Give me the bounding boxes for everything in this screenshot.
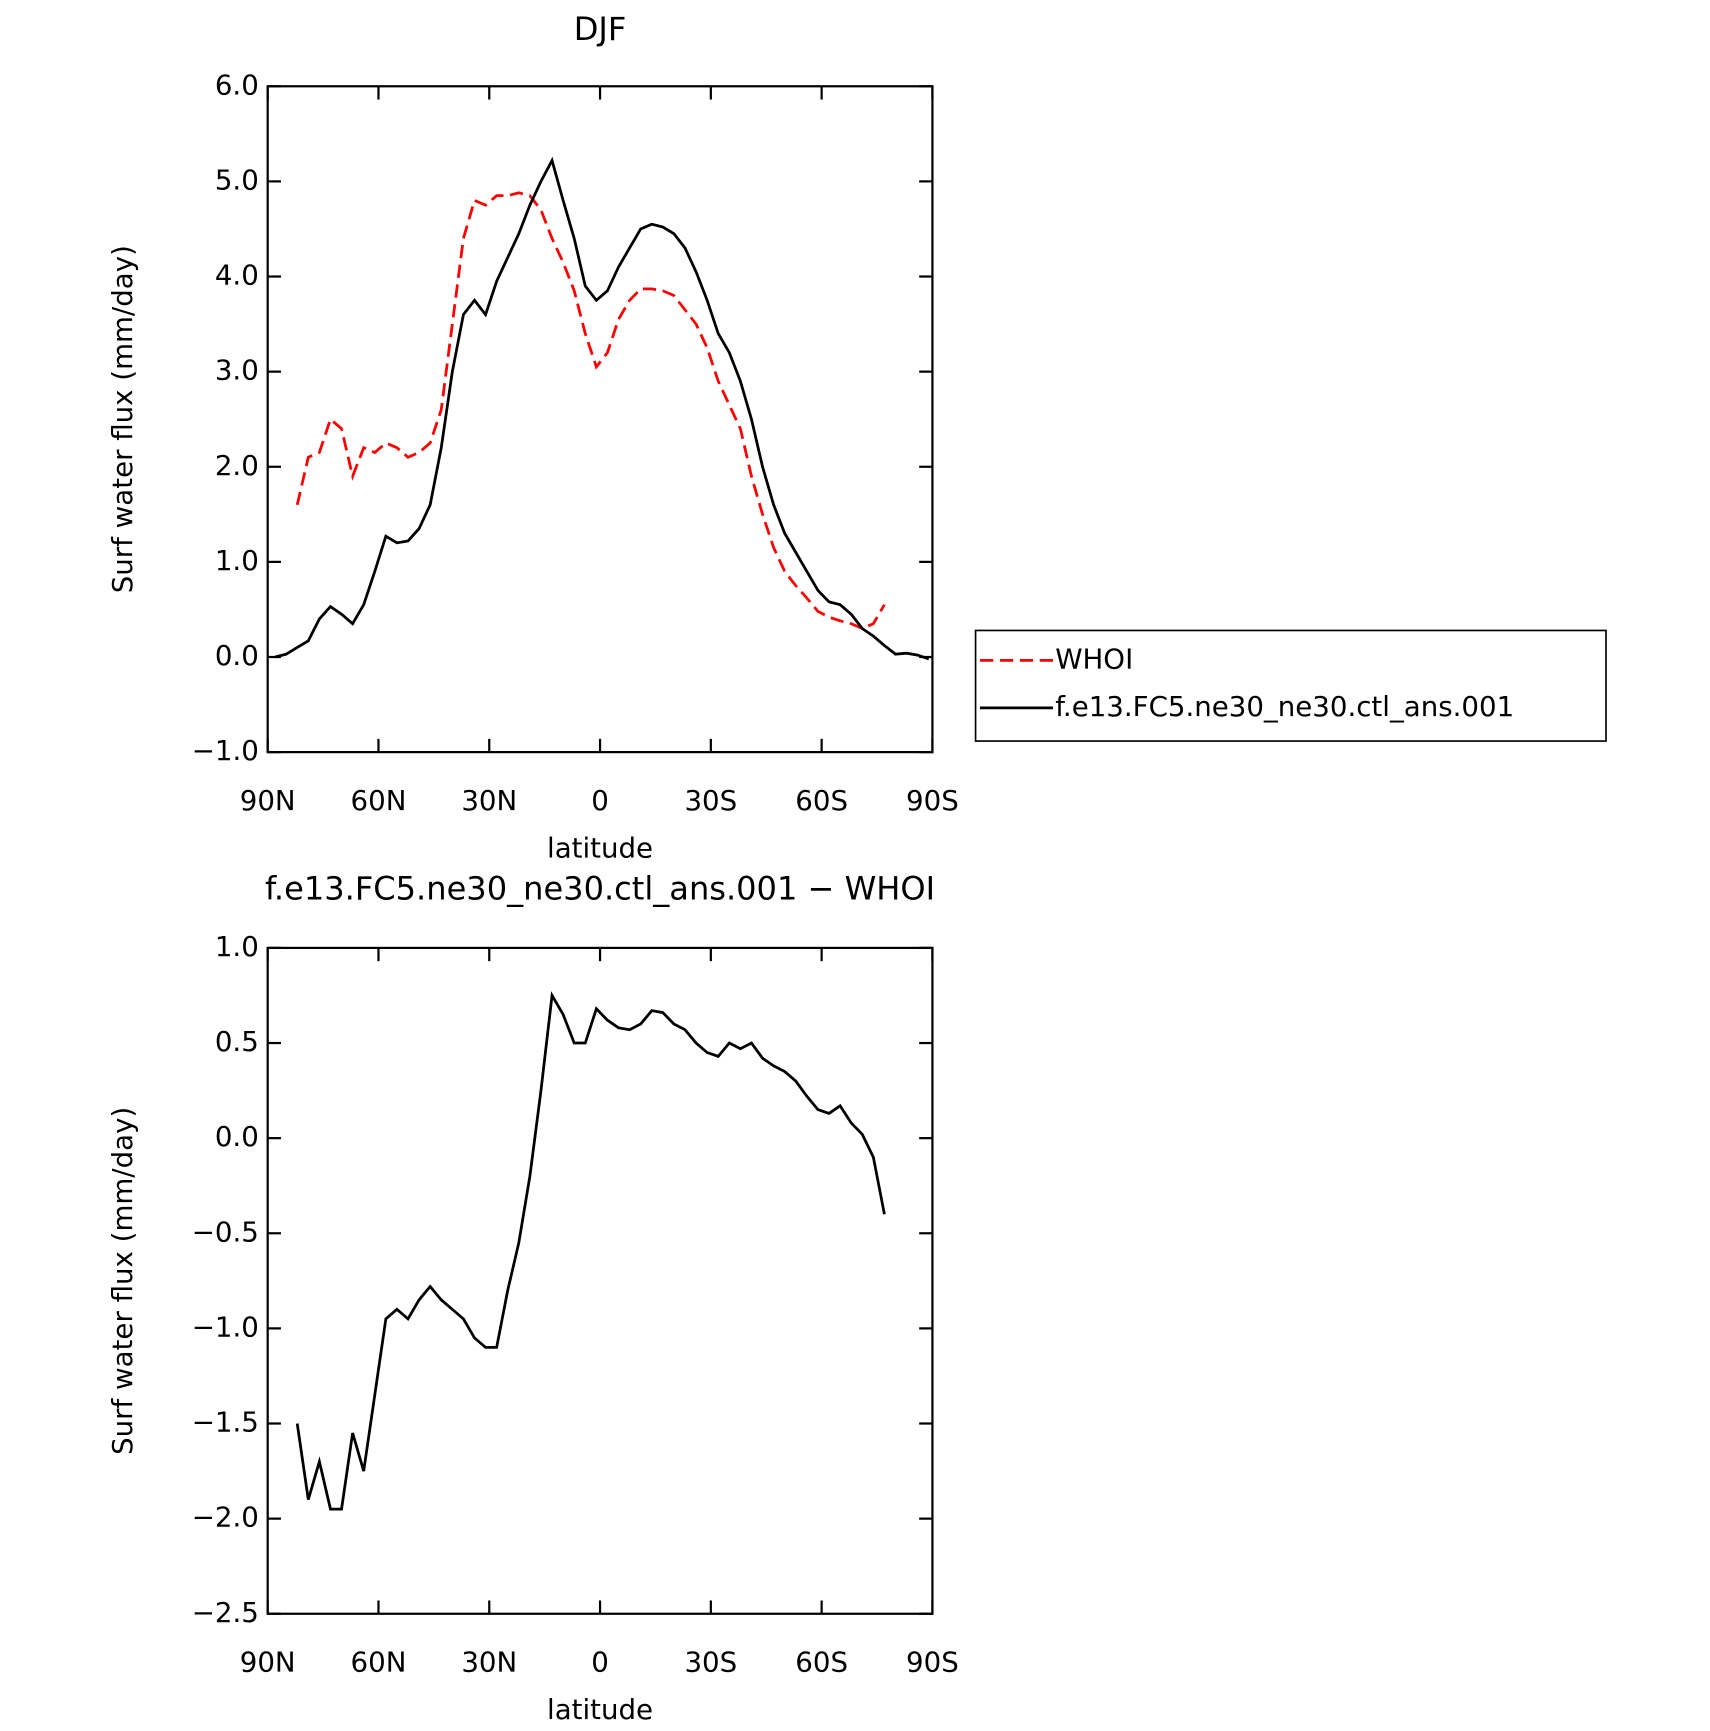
x-tick-label: 60S [795,1646,848,1679]
y-axis-label: Surf water flux (mm/day) [106,1107,139,1455]
y-tick-label: 1.0 [215,930,259,963]
y-tick-label: 6.0 [215,68,259,101]
legend-box [974,629,1607,742]
x-tick-label: 30N [461,1646,517,1679]
x-tick-label: 0 [591,784,609,817]
x-tick-label: 90N [240,1646,296,1679]
y-tick-label: 0.0 [215,639,259,672]
y-tick-label: −1.5 [192,1406,259,1439]
x-tick-label: 90S [906,784,959,817]
chart-title: DJF [574,10,627,48]
x-tick-label: 30N [461,784,517,817]
legend-label: WHOI [1055,642,1133,675]
y-tick-label: 3.0 [215,354,259,387]
x-tick-label: 30S [684,784,737,817]
x-tick-label: 90S [906,1646,959,1679]
y-tick-label: 0.5 [215,1025,259,1058]
y-tick-label: −2.0 [192,1501,259,1534]
x-tick-label: 60N [351,784,407,817]
data-line [274,156,930,661]
x-axis-label: latitude [547,1693,653,1726]
chart-title: f.e13.FC5.ne30_ne30.ctl_ans.001 − WHOI [265,869,935,907]
plot-frame [266,946,934,1615]
x-tick-label: 60S [795,784,848,817]
x-tick-label: 30S [684,1646,737,1679]
x-tick-label: 90N [240,784,296,817]
y-tick-label: 5.0 [215,163,259,196]
data-line [295,191,886,630]
y-tick-label: 0.0 [215,1120,259,1153]
x-tick-label: 60N [351,1646,407,1679]
y-tick-label: −2.5 [192,1596,259,1629]
y-tick-label: −1.0 [192,734,259,767]
legend-label: f.e13.FC5.ne30_ne30.ctl_ans.001 [1055,690,1514,723]
data-line [295,991,886,1511]
y-tick-label: 4.0 [215,259,259,292]
y-tick-label: −1.0 [192,1310,259,1343]
plot-frame [266,85,934,754]
x-axis-label: latitude [547,831,653,864]
y-tick-label: 1.0 [215,544,259,577]
y-axis-label: Surf water flux (mm/day) [106,245,139,593]
y-tick-label: 2.0 [215,449,259,482]
x-tick-label: 0 [591,1646,609,1679]
y-tick-label: −0.5 [192,1215,259,1248]
